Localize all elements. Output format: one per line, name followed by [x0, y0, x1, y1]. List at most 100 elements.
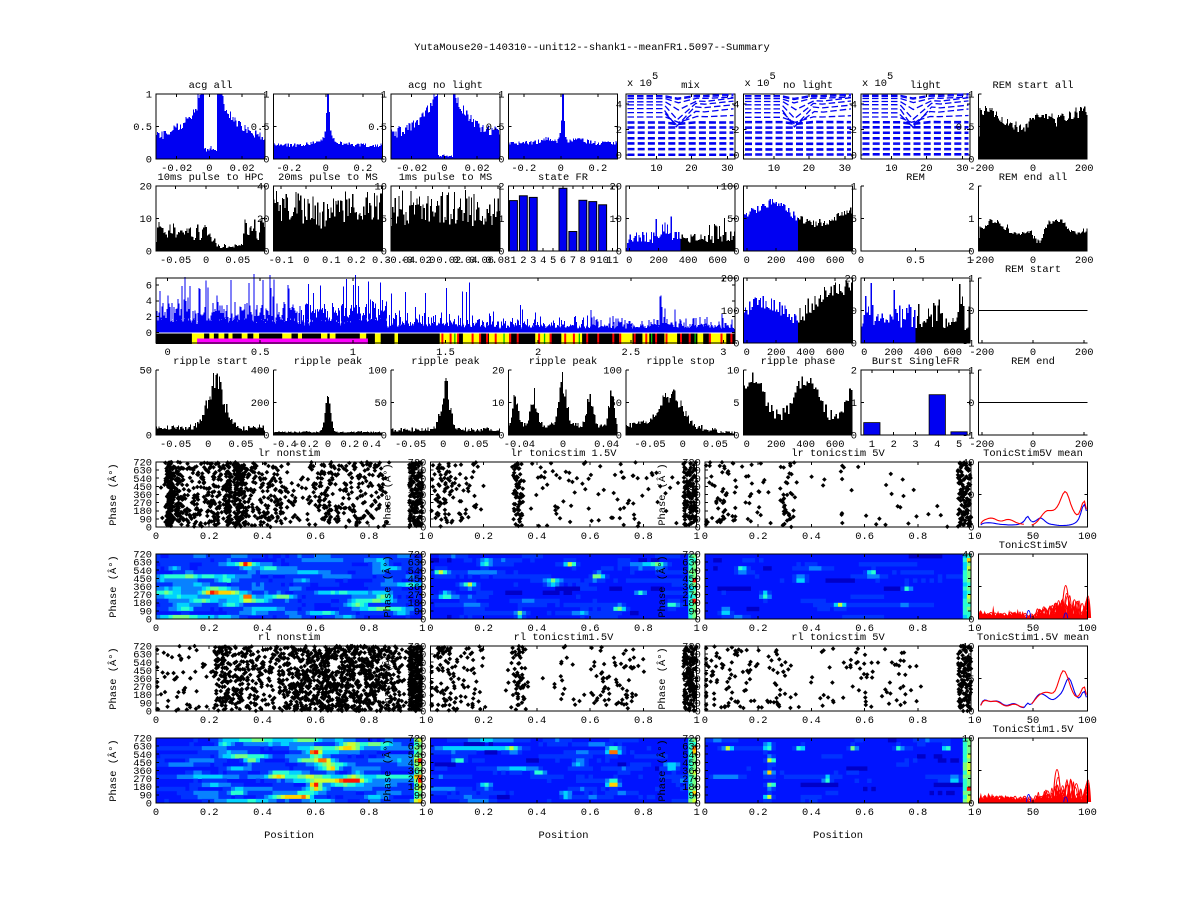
svg-text:5: 5 — [968, 674, 974, 686]
svg-text:1: 1 — [968, 715, 974, 727]
svg-text:360: 360 — [682, 490, 701, 502]
svg-text:Phase (Â°): Phase (Â°) — [106, 555, 120, 617]
svg-text:Position: Position — [264, 830, 314, 842]
svg-text:Position: Position — [813, 830, 863, 842]
svg-text:10: 10 — [492, 398, 504, 410]
svg-text:0: 0 — [744, 347, 750, 359]
svg-text:10: 10 — [885, 163, 897, 175]
svg-text:0.4: 0.4 — [253, 623, 272, 635]
svg-text:0.6: 0.6 — [855, 623, 874, 635]
svg-text:20: 20 — [962, 490, 974, 502]
svg-text:-0.05: -0.05 — [395, 439, 426, 451]
svg-text:0: 0 — [616, 247, 622, 259]
svg-text:450: 450 — [133, 482, 152, 494]
svg-text:200: 200 — [721, 274, 740, 286]
svg-text:600: 600 — [708, 255, 727, 267]
svg-text:0: 0 — [968, 707, 974, 719]
svg-text:270: 270 — [133, 682, 152, 694]
svg-text:2: 2 — [968, 182, 974, 194]
svg-text:0: 0 — [203, 255, 209, 267]
svg-text:720: 720 — [133, 550, 152, 562]
svg-text:100: 100 — [721, 182, 740, 194]
svg-text:450: 450 — [133, 666, 152, 678]
svg-text:-0.1: -0.1 — [269, 255, 294, 267]
svg-text:180: 180 — [133, 690, 152, 702]
svg-text:50: 50 — [1027, 531, 1039, 543]
svg-text:0.2: 0.2 — [200, 807, 219, 819]
svg-text:20: 20 — [257, 214, 269, 226]
svg-text:0.4: 0.4 — [253, 807, 272, 819]
svg-text:5: 5 — [652, 71, 658, 83]
svg-text:270: 270 — [133, 774, 152, 786]
svg-text:360: 360 — [133, 490, 152, 502]
svg-text:540: 540 — [408, 750, 427, 762]
svg-text:1: 1 — [350, 347, 356, 359]
svg-text:0: 0 — [146, 328, 152, 340]
svg-text:0.6: 0.6 — [581, 531, 600, 543]
svg-text:10: 10 — [962, 734, 974, 746]
svg-text:no light: no light — [783, 80, 833, 92]
svg-text:0.5: 0.5 — [838, 214, 857, 226]
svg-text:0: 0 — [498, 247, 504, 259]
svg-text:ripple peak: ripple peak — [294, 356, 363, 368]
svg-text:REM end all: REM end all — [999, 172, 1068, 184]
svg-text:20: 20 — [845, 274, 857, 286]
svg-text:4: 4 — [616, 100, 622, 112]
svg-text:540: 540 — [408, 474, 427, 486]
svg-text:0.6: 0.6 — [855, 715, 874, 727]
svg-text:10: 10 — [768, 163, 780, 175]
svg-text:Phase (Â°): Phase (Â°) — [380, 739, 394, 801]
svg-text:0: 0 — [851, 339, 857, 351]
svg-text:REM end: REM end — [1011, 356, 1055, 368]
svg-text:360: 360 — [133, 582, 152, 594]
svg-text:1: 1 — [968, 807, 974, 819]
svg-text:4: 4 — [934, 439, 940, 451]
svg-text:Phase (Â°): Phase (Â°) — [106, 463, 120, 525]
svg-text:0.6: 0.6 — [581, 715, 600, 727]
svg-text:ripple start: ripple start — [173, 356, 248, 368]
svg-text:270: 270 — [682, 498, 701, 510]
svg-text:-200: -200 — [969, 255, 994, 267]
svg-text:720: 720 — [408, 550, 427, 562]
svg-text:5: 5 — [770, 71, 776, 83]
svg-text:0: 0 — [381, 247, 387, 259]
svg-text:0.8: 0.8 — [634, 531, 653, 543]
svg-text:50: 50 — [610, 398, 622, 410]
svg-text:100: 100 — [1078, 715, 1097, 727]
svg-text:0: 0 — [695, 523, 701, 535]
svg-text:rl tonicstim1.5V: rl tonicstim1.5V — [514, 632, 615, 644]
svg-text:0.6: 0.6 — [306, 531, 325, 543]
svg-text:200: 200 — [884, 347, 903, 359]
svg-text:30: 30 — [956, 163, 968, 175]
svg-text:0: 0 — [558, 163, 564, 175]
svg-text:1: 1 — [510, 255, 516, 267]
svg-text:720: 720 — [133, 642, 152, 654]
svg-text:-0.05: -0.05 — [160, 439, 191, 451]
svg-text:200: 200 — [1075, 347, 1094, 359]
svg-text:0: 0 — [744, 255, 750, 267]
svg-text:200: 200 — [649, 255, 668, 267]
svg-text:360: 360 — [682, 766, 701, 778]
svg-text:10: 10 — [375, 182, 387, 194]
svg-text:50: 50 — [1027, 715, 1039, 727]
svg-text:540: 540 — [408, 658, 427, 670]
svg-text:1: 1 — [419, 623, 425, 635]
svg-text:400: 400 — [251, 366, 270, 378]
svg-text:ripple stop: ripple stop — [646, 356, 715, 368]
svg-text:600: 600 — [943, 347, 962, 359]
svg-text:0: 0 — [153, 807, 159, 819]
svg-text:Phase (Â°): Phase (Â°) — [655, 463, 669, 525]
svg-text:0.4: 0.4 — [528, 531, 547, 543]
svg-text:0: 0 — [616, 150, 622, 162]
svg-text:720: 720 — [408, 642, 427, 654]
svg-text:100: 100 — [368, 366, 387, 378]
svg-text:0: 0 — [498, 431, 504, 443]
svg-text:5: 5 — [381, 214, 387, 226]
svg-text:0: 0 — [153, 623, 159, 635]
svg-text:0: 0 — [626, 255, 632, 267]
svg-text:0.2: 0.2 — [749, 531, 768, 543]
svg-text:11: 11 — [606, 255, 618, 267]
svg-text:0.6: 0.6 — [306, 715, 325, 727]
svg-text:1: 1 — [498, 214, 504, 226]
svg-text:450: 450 — [682, 666, 701, 678]
